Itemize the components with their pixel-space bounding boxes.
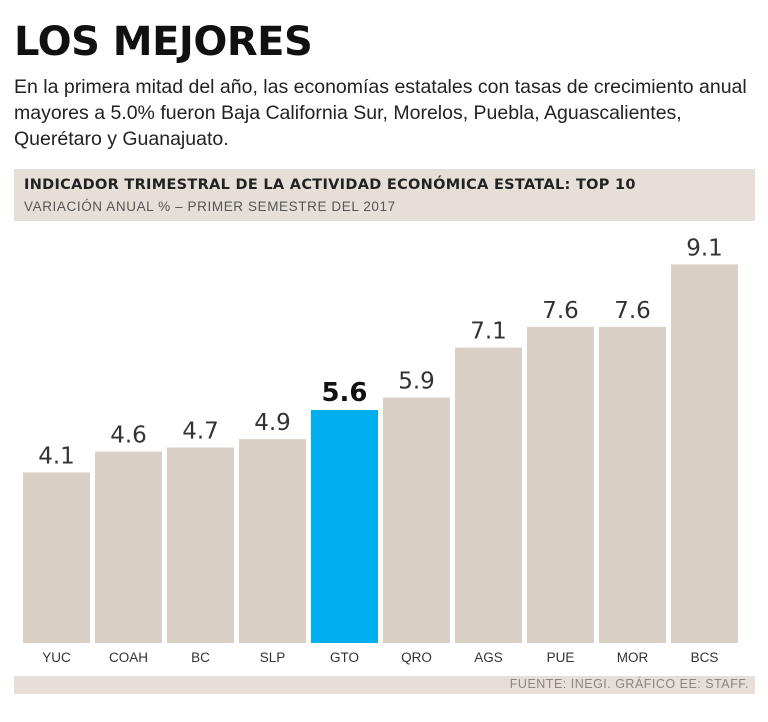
source-note: FUENTE: INEGI. GRÁFICO EE: STAFF. <box>509 677 749 691</box>
value-label-ags: 7.1 <box>470 319 507 345</box>
bar-coah <box>95 451 162 643</box>
value-label-qro: 5.9 <box>398 369 435 395</box>
tick-label-qro: QRO <box>401 650 432 665</box>
chart-header: INDICADOR TRIMESTRAL DE LA ACTIVIDAD ECO… <box>14 169 755 221</box>
tick-label-bcs: BCS <box>691 650 719 665</box>
value-label-bc: 4.7 <box>182 418 219 444</box>
bar-qro <box>383 397 450 643</box>
tick-label-gto: GTO <box>330 650 359 665</box>
value-label-yuc: 4.1 <box>38 443 75 469</box>
bar-pue <box>527 326 594 643</box>
tick-label-bc: BC <box>191 650 210 665</box>
tick-label-coah: COAH <box>109 650 148 665</box>
tick-label-mor: MOR <box>617 650 649 665</box>
bar-yuc <box>23 472 90 643</box>
value-label-slp: 4.9 <box>254 410 291 436</box>
source-band: FUENTE: INEGI. GRÁFICO EE: STAFF. <box>14 676 755 694</box>
value-label-bcs: 9.1 <box>686 235 723 261</box>
bar-slp <box>239 439 306 643</box>
value-label-mor: 7.6 <box>614 298 651 324</box>
bar-ags <box>455 347 522 643</box>
bar-mor <box>599 326 666 643</box>
bar-gto <box>311 410 378 643</box>
bar-bc <box>167 447 234 643</box>
tick-label-slp: SLP <box>260 650 286 665</box>
headline: LOS MEJORES <box>14 19 313 65</box>
value-label-gto: 5.6 <box>321 378 367 408</box>
tick-label-yuc: YUC <box>42 650 71 665</box>
value-label-coah: 4.6 <box>110 423 147 449</box>
bar-bcs <box>671 264 738 643</box>
chart-subtitle: VARIACIÓN ANUAL % – PRIMER SEMESTRE DEL … <box>24 199 396 214</box>
intro-text: En la primera mitad del año, las economí… <box>14 76 747 150</box>
tick-label-ags: AGS <box>474 650 503 665</box>
value-label-pue: 7.6 <box>542 298 579 324</box>
chart-title: INDICADOR TRIMESTRAL DE LA ACTIVIDAD ECO… <box>24 177 636 193</box>
tick-label-pue: PUE <box>547 650 575 665</box>
